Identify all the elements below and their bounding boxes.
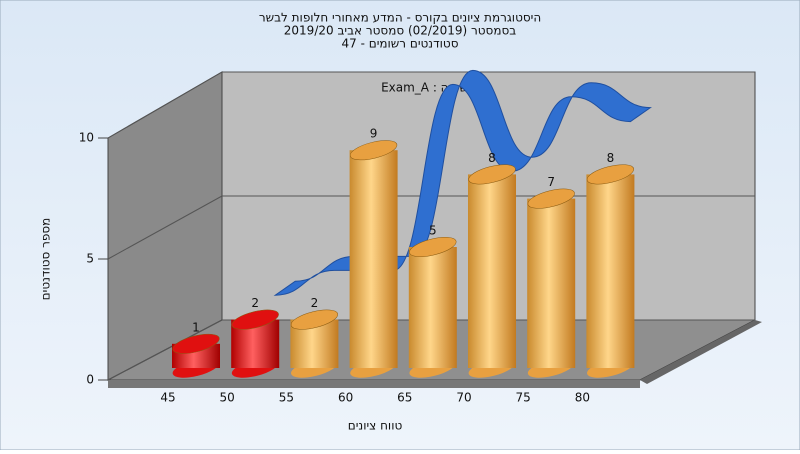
bar xyxy=(231,309,280,378)
value-label: 1 xyxy=(192,320,200,334)
bar-part xyxy=(586,174,635,368)
x-tick-label: 55 xyxy=(279,391,294,405)
y-tick-label: 0 xyxy=(86,373,94,387)
x-axis-label: טווח ציונים xyxy=(348,419,403,433)
bar xyxy=(408,237,457,378)
y-axis-label: מספר סטודנטים xyxy=(39,218,53,301)
x-tick-label: 65 xyxy=(397,391,412,405)
x-tick-label: 75 xyxy=(516,391,531,405)
bar-part xyxy=(290,309,339,330)
bar-part xyxy=(527,198,576,368)
bar-part xyxy=(468,164,516,185)
title-line: סטודנטים רשומים - 47 xyxy=(341,37,458,51)
bar-part xyxy=(349,140,398,161)
x-tick-label: 50 xyxy=(220,391,235,405)
floor-edge xyxy=(108,380,640,388)
title-line: בסמסטר (02/2019) סמסטר אביב 2019/20 xyxy=(284,24,516,38)
floor-side xyxy=(640,320,762,384)
value-label: 7 xyxy=(547,175,555,189)
y-tick-label: 5 xyxy=(86,252,94,266)
value-label: 8 xyxy=(607,151,615,165)
grid-line xyxy=(107,71,223,139)
bar xyxy=(349,140,398,378)
bar xyxy=(468,164,516,378)
bar-part xyxy=(408,247,457,368)
bar-part xyxy=(527,188,575,209)
title-line: היסטוגרמת ציונים בקורס - המדע מאחורי חלו… xyxy=(259,11,541,25)
value-label: 8 xyxy=(488,151,496,165)
y-tick-label: 10 xyxy=(79,131,94,145)
x-tick-label: 70 xyxy=(456,391,471,405)
value-label: 5 xyxy=(429,224,437,238)
bar-part xyxy=(172,333,220,354)
bar xyxy=(586,164,635,378)
grid-line xyxy=(107,319,223,381)
bar xyxy=(527,188,576,378)
bar xyxy=(172,333,220,378)
value-label: 9 xyxy=(370,127,378,141)
x-tick-label: 45 xyxy=(160,391,175,405)
line-ribbon xyxy=(273,69,652,296)
bar-part xyxy=(468,174,516,368)
bar-part xyxy=(231,309,279,330)
value-label: 2 xyxy=(251,296,259,310)
bar xyxy=(290,309,339,378)
value-label: 2 xyxy=(311,296,319,310)
bar-part xyxy=(349,150,398,368)
bar-part xyxy=(409,237,457,257)
x-tick-label: 60 xyxy=(338,391,353,405)
x-tick-label: 80 xyxy=(575,391,590,405)
grid-line xyxy=(107,195,223,260)
bar-part xyxy=(586,164,635,185)
